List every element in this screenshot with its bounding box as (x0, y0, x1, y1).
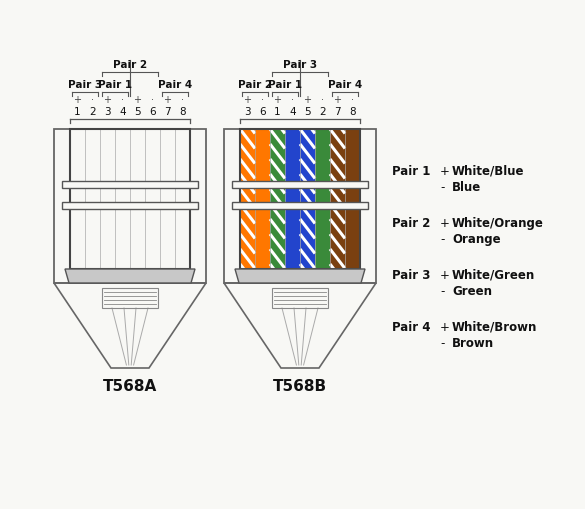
Bar (232, 203, 368, 209)
Polygon shape (65, 269, 195, 284)
Text: 8: 8 (349, 107, 356, 117)
Bar (70, 130, 190, 269)
Bar (62, 181, 198, 188)
Text: +: + (74, 95, 81, 105)
Bar (145, 130, 160, 269)
Text: +: + (274, 95, 281, 105)
Bar (330, 130, 345, 269)
Text: ·: · (181, 95, 184, 105)
Bar (115, 130, 130, 269)
Text: +: + (440, 165, 450, 178)
Text: ·: · (91, 95, 94, 105)
Text: Blue: Blue (452, 181, 481, 193)
Bar (255, 130, 270, 269)
Text: +: + (440, 268, 450, 281)
Bar (130, 130, 145, 269)
Text: -: - (440, 233, 445, 245)
Text: Pair 2: Pair 2 (113, 60, 147, 70)
Text: +: + (133, 95, 142, 105)
Bar (224, 130, 376, 284)
Text: 6: 6 (149, 107, 156, 117)
Text: 7: 7 (164, 107, 171, 117)
Bar (175, 130, 190, 269)
Bar (345, 130, 360, 269)
Text: White/Orange: White/Orange (452, 216, 544, 230)
Bar (240, 130, 255, 269)
Text: Orange: Orange (452, 233, 501, 245)
Text: +: + (440, 320, 450, 333)
Text: 4: 4 (119, 107, 126, 117)
Text: ·: · (121, 95, 124, 105)
Text: Pair 1: Pair 1 (268, 80, 302, 90)
Text: 6: 6 (259, 107, 266, 117)
Text: +: + (104, 95, 112, 105)
Text: -: - (440, 285, 445, 297)
Bar (315, 130, 330, 269)
Text: ·: · (291, 95, 294, 105)
Bar (270, 130, 285, 269)
Text: 1: 1 (274, 107, 281, 117)
Text: Pair 3: Pair 3 (283, 60, 317, 70)
Text: Pair 4: Pair 4 (158, 80, 192, 90)
Text: -: - (440, 181, 445, 193)
Text: +: + (304, 95, 311, 105)
Text: Pair 4: Pair 4 (392, 320, 431, 333)
Text: Pair 3: Pair 3 (392, 268, 431, 281)
Bar (54, 130, 206, 284)
Text: Pair 3: Pair 3 (68, 80, 102, 90)
Text: ·: · (351, 95, 354, 105)
Text: ·: · (151, 95, 154, 105)
Text: White/Green: White/Green (452, 268, 535, 281)
Text: 5: 5 (134, 107, 141, 117)
Text: +: + (333, 95, 342, 105)
Text: 1: 1 (74, 107, 81, 117)
Text: 3: 3 (104, 107, 111, 117)
Text: 4: 4 (289, 107, 296, 117)
Text: 8: 8 (179, 107, 186, 117)
Text: Brown: Brown (452, 336, 494, 349)
Bar (102, 289, 158, 308)
Bar (100, 130, 115, 269)
Bar (285, 130, 300, 269)
Text: ·: · (321, 95, 324, 105)
Text: -: - (440, 336, 445, 349)
Text: +: + (440, 216, 450, 230)
Text: Pair 2: Pair 2 (238, 80, 272, 90)
Bar (240, 130, 360, 269)
Bar (160, 130, 175, 269)
Text: ·: · (261, 95, 264, 105)
Text: 2: 2 (319, 107, 326, 117)
Text: White/Brown: White/Brown (452, 320, 538, 333)
Bar (300, 130, 315, 269)
Text: +: + (243, 95, 252, 105)
Bar (272, 289, 328, 308)
Text: Pair 2: Pair 2 (392, 216, 431, 230)
Text: Pair 1: Pair 1 (98, 80, 132, 90)
Text: 3: 3 (244, 107, 251, 117)
Bar (62, 203, 198, 209)
Text: +: + (163, 95, 171, 105)
Text: 7: 7 (334, 107, 341, 117)
Text: Pair 4: Pair 4 (328, 80, 362, 90)
Bar (70, 130, 85, 269)
Polygon shape (235, 269, 365, 284)
Bar (85, 130, 100, 269)
Text: White/Blue: White/Blue (452, 165, 525, 178)
Bar (232, 181, 368, 188)
Text: 5: 5 (304, 107, 311, 117)
Text: T568A: T568A (103, 379, 157, 394)
Text: Green: Green (452, 285, 492, 297)
Text: 2: 2 (89, 107, 96, 117)
Text: Pair 1: Pair 1 (392, 165, 431, 178)
Text: T568B: T568B (273, 379, 327, 394)
